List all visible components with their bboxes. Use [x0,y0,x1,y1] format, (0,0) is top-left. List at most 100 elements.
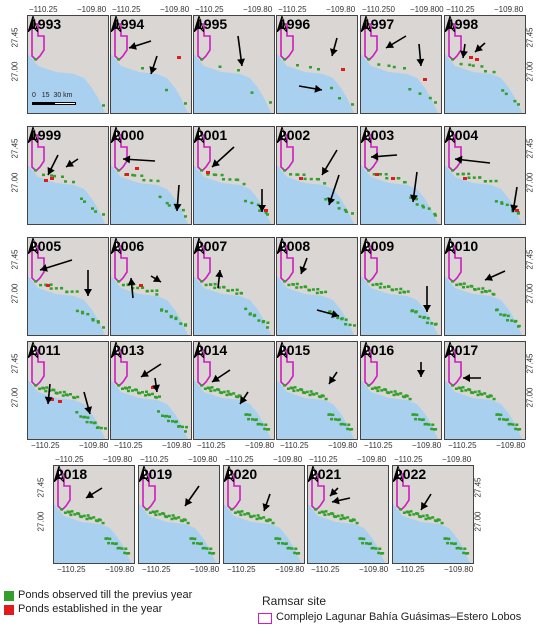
observed-pond [124,547,128,550]
observed-pond [200,169,203,172]
map-panel-2000: 2000 [110,126,192,225]
observed-pond [367,169,370,172]
lon-tick-top: −110.25 [309,455,338,464]
sea-area [194,54,272,113]
observed-pond [126,552,129,555]
sea-area [277,54,355,113]
established-pond [139,284,143,287]
observed-pond [379,282,383,286]
observed-pond [239,513,243,517]
observed-pond [430,322,434,325]
observed-pond [394,288,398,291]
observed-pond [111,542,114,545]
observed-pond [459,547,463,550]
observed-pond [206,386,210,389]
pointer-arrow [484,270,506,281]
map-svg [194,349,272,439]
observed-pond [290,547,294,550]
observed-pond [213,286,217,290]
observed-pond [410,309,414,313]
observed-pond [277,541,281,545]
ramsar-boundary [280,245,294,284]
observed-pond [315,392,319,395]
year-label: 2009 [363,238,395,254]
observed-pond [102,104,105,107]
observed-pond [128,386,131,389]
observed-pond [367,384,370,387]
map-svg [445,349,523,439]
map-panel-2010: 2010 [444,237,526,336]
observed-pond [271,521,275,525]
observed-pond [61,175,64,178]
observed-pond [145,508,148,511]
observed-pond [291,283,295,286]
observed-pond [499,313,503,316]
observed-pond [491,292,495,296]
observed-pond [365,542,368,545]
pointer-arrow [299,257,308,275]
observed-pond [324,290,328,294]
north-arrow-icon [361,127,371,143]
sea-area [361,276,439,335]
observed-pond [61,394,65,397]
established-pond [264,209,268,212]
observed-pond [471,64,475,67]
observed-pond [250,91,254,94]
pointer-arrow [211,146,235,168]
lon-tick-bottom: −109.80 [105,565,135,574]
observed-pond [418,418,421,421]
observed-pond [507,423,511,426]
year-label: 2013 [113,342,145,358]
sea-area [111,380,189,439]
observed-pond [494,179,498,183]
observed-pond [170,517,174,521]
map-svg [277,134,355,224]
observed-pond [64,180,67,183]
observed-pond [462,282,466,285]
lon-tick-top: −109.80 [326,5,356,14]
observed-pond [222,285,226,289]
pointer-arrow [65,158,79,168]
observed-pond [244,199,247,203]
established-pond [206,171,210,174]
observed-pond [353,324,356,327]
observed-pond [480,290,484,294]
observed-pond [327,413,331,416]
pointer-arrow [316,309,340,318]
observed-pond [148,511,152,514]
observed-pond [409,510,413,513]
year-label: 1999 [30,127,62,143]
lon-tick-bottom: −110.25 [142,565,171,574]
ramsar-boundary [448,23,462,62]
map-svg [361,349,439,439]
north-arrow-icon [111,16,121,32]
observed-pond [340,317,344,321]
pointer-arrow [44,383,53,405]
observed-pond [141,391,144,394]
observed-pond [488,289,492,293]
observed-pond [53,174,56,178]
observed-pond [171,514,175,517]
observed-pond [311,288,315,291]
map-svg [194,23,272,113]
map-svg [54,473,132,563]
observed-pond [446,541,450,545]
lon-tick-bottom: −109.80 [359,565,389,574]
observed-pond [339,517,343,521]
map-svg [277,245,356,335]
observed-pond [343,208,347,212]
sea-area [277,165,355,224]
map-svg [445,23,523,113]
observed-pond [184,215,187,218]
map-svg [393,473,471,563]
observed-pond [517,325,520,328]
observed-pond [417,515,421,518]
observed-pond [171,420,174,423]
observed-pond [177,425,180,428]
observed-pond [506,314,510,318]
observed-pond [88,516,92,520]
year-label: 2005 [30,238,62,254]
observed-pond [431,423,435,426]
lat-tick-left: 27.45 [10,138,20,159]
observed-pond [182,518,186,521]
